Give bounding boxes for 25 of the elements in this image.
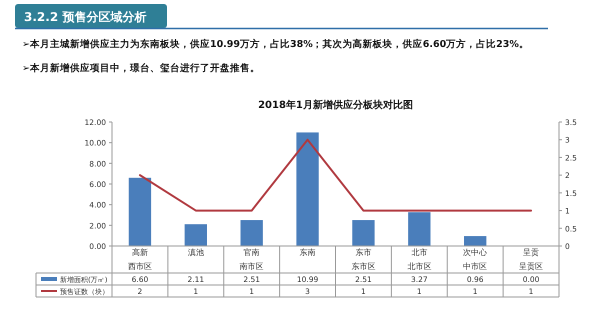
text: 南市区 — [240, 262, 264, 271]
text: ➢本月新增供应项目中，璟台、玺台进行了开盘推售。 — [22, 62, 260, 74]
bar — [184, 224, 207, 246]
text: 3.2.2 预售分区域分析 — [24, 10, 146, 24]
bar — [240, 220, 263, 246]
x-tick-label: 次中心 — [463, 248, 488, 257]
text: 中市区 — [463, 262, 488, 271]
text: 北市区 — [407, 262, 432, 271]
bar — [408, 212, 430, 246]
bar — [128, 178, 152, 246]
x-tick-label: 官南 — [244, 248, 260, 257]
x-tick-label: 滇池 — [188, 248, 204, 257]
x-tick-label: 北市 — [411, 248, 428, 257]
x-tick-label: 东南 — [300, 248, 316, 257]
text: 东市区 — [351, 262, 376, 271]
chart-title: 2018年1月新增供应分板块对比图 — [258, 99, 413, 111]
text: 呈贡区 — [519, 262, 544, 271]
bar — [296, 132, 319, 246]
x-tick-label: 高新 — [132, 248, 148, 257]
bar — [464, 236, 486, 246]
bar — [352, 220, 375, 246]
x-tick-label: 东市 — [355, 248, 372, 257]
text: ➢本月主城新增供应主力为东南板块，供应10.99万方，占比38%；其次为高新板块，供应6.60万方，占比23%。 — [22, 38, 529, 50]
x-tick-label: 呈贡 — [523, 248, 540, 257]
text: 西市区 — [128, 262, 152, 271]
